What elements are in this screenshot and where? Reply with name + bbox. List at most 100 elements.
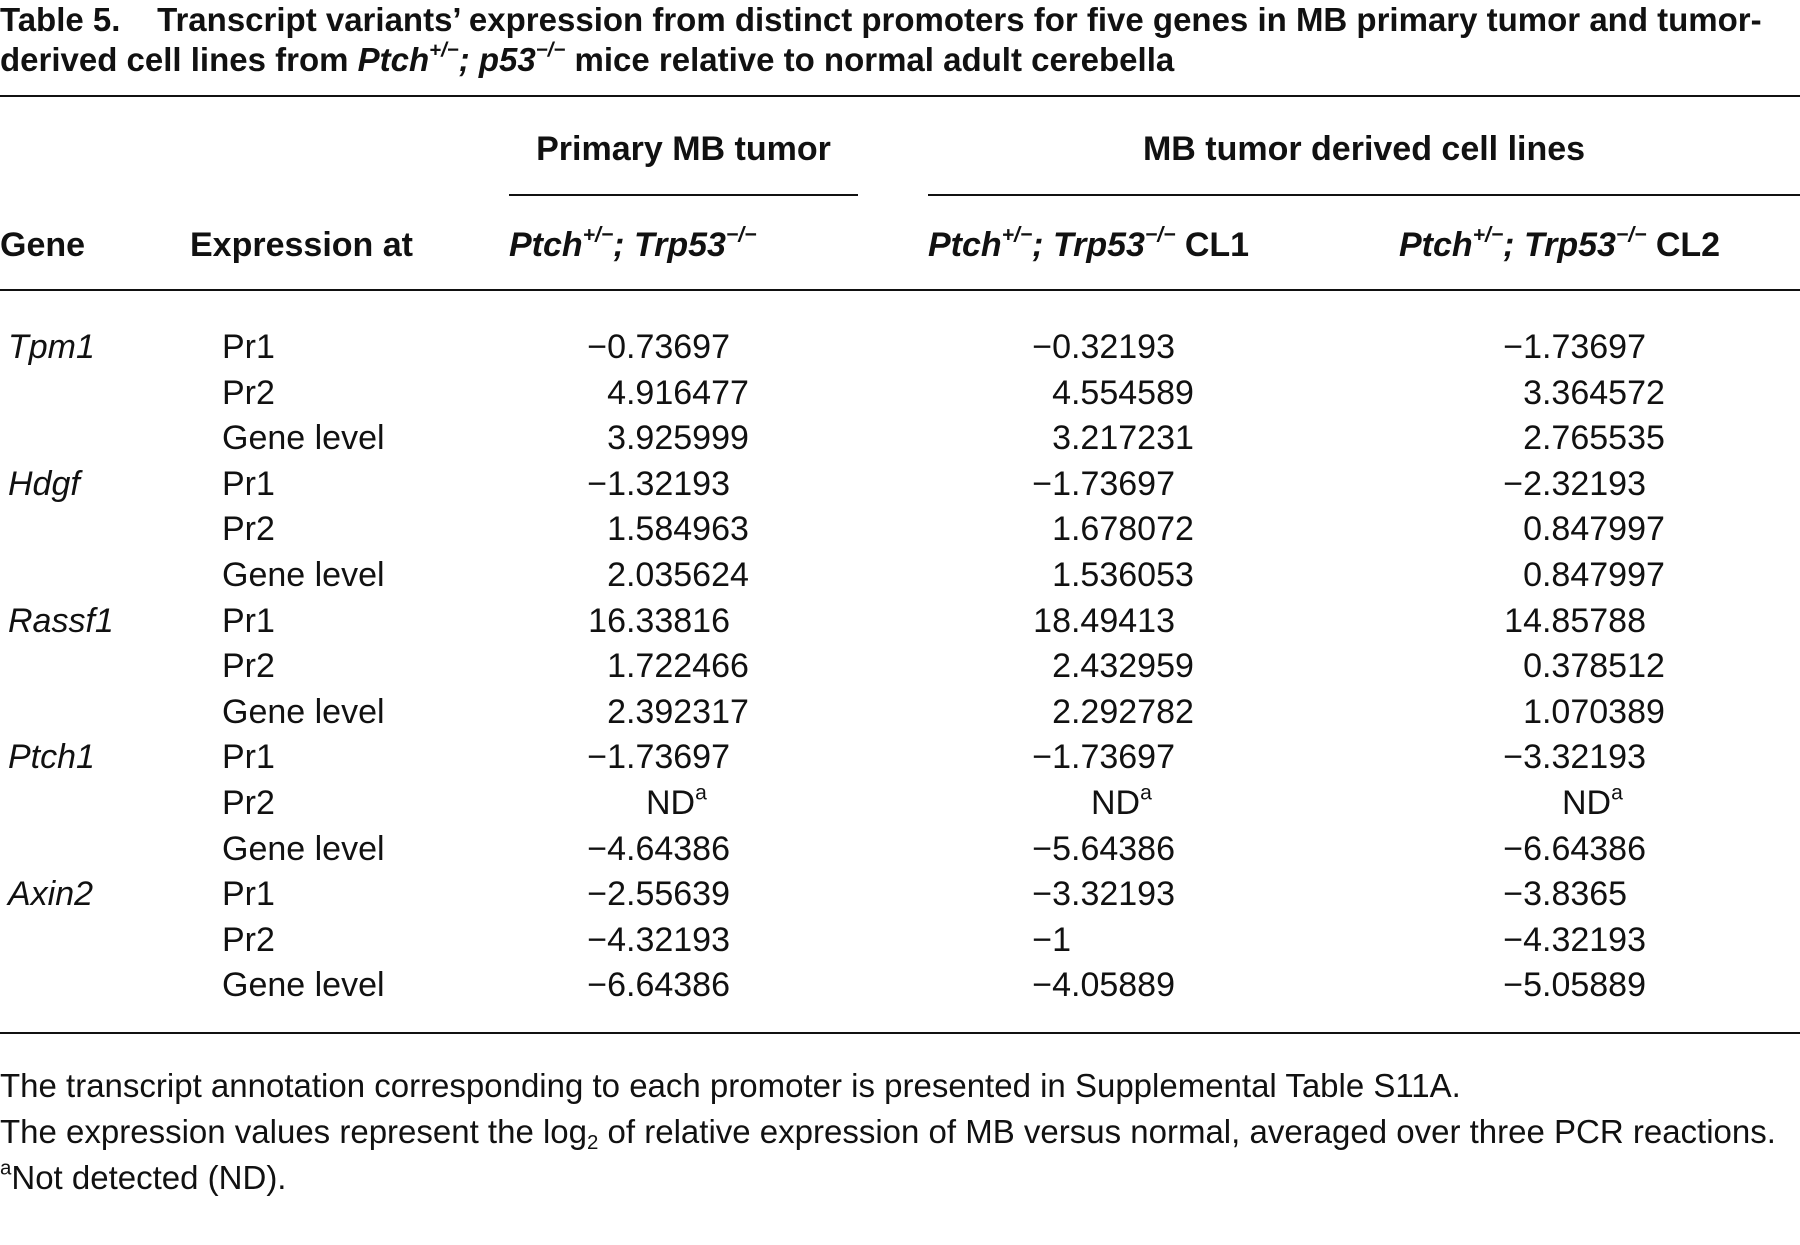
cell-value: −1 xyxy=(1032,920,1071,959)
promoter-label: Pr1 xyxy=(222,738,275,777)
cell-value: −2.55639 xyxy=(587,875,730,914)
title-genotype: −/− xyxy=(535,38,566,62)
group-header: MB tumor derived cell lines xyxy=(1142,130,1586,168)
cell: NDa xyxy=(1562,781,1623,823)
cell-value: −3.32193 xyxy=(1032,875,1175,914)
promoter-label: Pr1 xyxy=(222,464,275,503)
cell-value: 1.584963 xyxy=(607,510,749,549)
column-header: Ptch+/−; Trp53−/− CL1 xyxy=(928,223,1250,265)
cell-value: 1.536053 xyxy=(1052,556,1194,594)
title-genotype: +/− xyxy=(429,38,459,62)
column-header: Ptch+/−; Trp53−/− xyxy=(509,223,757,265)
promoter-label: Gene level xyxy=(222,692,385,731)
title-text: mice relative to normal adult cerebella xyxy=(574,41,1175,78)
cell: NDa xyxy=(1091,781,1152,823)
cell-value: 2.292782 xyxy=(1052,692,1194,731)
genotype: ; Trp53 xyxy=(1032,226,1145,264)
gene-name: Hdgf xyxy=(8,464,80,503)
genotype: −/− xyxy=(1144,223,1176,247)
promoter-label: Pr2 xyxy=(222,510,275,549)
cell-value: −2.32193 xyxy=(1503,464,1646,503)
group-header: Primary MB tumor xyxy=(536,130,831,168)
note-text: The expression values represent the log xyxy=(0,1113,588,1150)
column-header: Gene xyxy=(0,226,86,264)
cell-value: −3.32193 xyxy=(1503,738,1646,777)
cell-value: 4.916477 xyxy=(607,373,749,412)
cell-value: 3.217231 xyxy=(1052,419,1194,458)
column-suffix: CL1 xyxy=(1184,226,1250,264)
note-text: of relative expression of MB versus norm… xyxy=(598,1113,1776,1150)
cell: NDa xyxy=(646,781,707,823)
genotype: Ptch xyxy=(928,226,1002,264)
promoter-label: Gene level xyxy=(222,419,385,458)
promoter-label: Gene level xyxy=(222,556,385,594)
genotype: Ptch xyxy=(1399,226,1473,264)
promoter-label: Pr1 xyxy=(222,875,275,914)
genotype: +/− xyxy=(582,223,614,247)
rule xyxy=(0,289,1800,291)
promoter-label: Pr2 xyxy=(222,647,275,686)
cell-value: −1.32193 xyxy=(587,464,730,503)
cell-value: 0.378512 xyxy=(1523,647,1665,686)
cell-value: −1.73697 xyxy=(1503,328,1646,366)
cell-value: 14.85788 xyxy=(1504,601,1646,640)
footnote-mark: a xyxy=(1611,781,1623,805)
cell-value: −1.73697 xyxy=(1032,738,1175,777)
title-text: Transcript variants’ expression from dis… xyxy=(0,1,1762,78)
column-header: Ptch+/−; Trp53−/− CL2 xyxy=(1399,223,1721,265)
cell-value: 1.722466 xyxy=(607,647,749,686)
promoter-label: Pr1 xyxy=(222,328,275,366)
genotype: −/− xyxy=(725,223,757,247)
genotype: +/− xyxy=(1001,223,1033,247)
cell-value: −0.32193 xyxy=(1032,328,1175,366)
cell-value: −3.8365 xyxy=(1503,875,1628,914)
cell-value: −4.32193 xyxy=(1503,920,1646,959)
cell-value: 4.554589 xyxy=(1052,373,1194,412)
cell-value: 1.070389 xyxy=(1523,692,1665,731)
cell-value: ND xyxy=(1562,784,1612,822)
cell-value: 3.364572 xyxy=(1523,373,1665,412)
footnote-mark: a xyxy=(695,781,707,805)
gene-name: Ptch1 xyxy=(8,738,95,777)
cell-value: ND xyxy=(1091,784,1141,822)
title-genotype: ; p53 xyxy=(458,41,536,78)
gene-name: Axin2 xyxy=(8,875,94,914)
genotype: ; Trp53 xyxy=(613,226,726,264)
cell-value: −4.64386 xyxy=(587,829,730,868)
cell-value: −1.73697 xyxy=(587,738,730,777)
cell-value: 3.925999 xyxy=(607,419,749,458)
cell-value: −4.05889 xyxy=(1032,966,1175,1005)
title-label: Table 5. xyxy=(0,1,121,38)
rule xyxy=(0,1032,1800,1034)
group-rule xyxy=(509,194,858,196)
cell-value: −4.32193 xyxy=(587,920,730,959)
cell-value: 2.765535 xyxy=(1523,419,1665,458)
genotype: +/− xyxy=(1472,223,1504,247)
genotype: −/− xyxy=(1615,223,1647,247)
promoter-label: Pr2 xyxy=(222,920,275,959)
footnote-mark: a xyxy=(0,1156,12,1180)
title-genotype: Ptch xyxy=(357,41,430,78)
cell-value: 0.847997 xyxy=(1523,556,1665,594)
genotype: ; Trp53 xyxy=(1503,226,1616,264)
promoter-label: Pr2 xyxy=(222,373,275,412)
cell-value: −5.05889 xyxy=(1503,966,1646,1005)
cell-value: 16.33816 xyxy=(588,601,730,640)
cell-value: −5.64386 xyxy=(1032,829,1175,868)
cell-value: −6.64386 xyxy=(1503,829,1646,868)
column-suffix: CL2 xyxy=(1655,226,1721,264)
gene-name: Rassf1 xyxy=(8,601,114,640)
cell-value: 2.432959 xyxy=(1052,647,1194,686)
group-rule xyxy=(928,194,1800,196)
cell-value: 2.035624 xyxy=(607,556,749,594)
cell-value: −0.73697 xyxy=(587,328,730,366)
cell-value: 0.847997 xyxy=(1523,510,1665,549)
footnote-text: Not detected (ND). xyxy=(11,1159,287,1196)
cell-value: 18.49413 xyxy=(1033,601,1175,640)
gene-name: Tpm1 xyxy=(8,328,95,366)
cell-value: −1.73697 xyxy=(1032,464,1175,503)
cell-value: −6.64386 xyxy=(587,966,730,1005)
footnote-mark: a xyxy=(1140,781,1152,805)
promoter-label: Pr2 xyxy=(222,784,275,822)
